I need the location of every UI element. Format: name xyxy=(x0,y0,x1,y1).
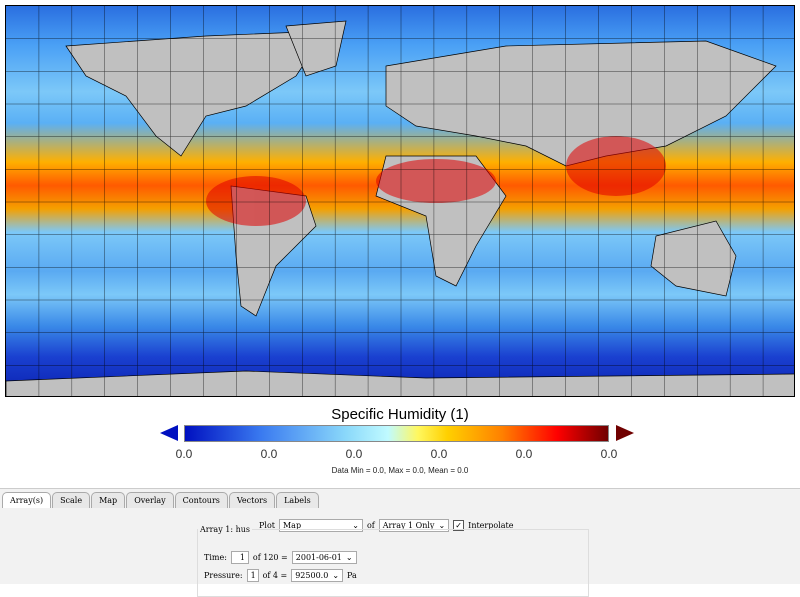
pressure-index-input[interactable]: 1 xyxy=(246,569,259,582)
colorbar-tick: 0.0 xyxy=(430,447,448,461)
chevron-down-icon: ⌄ xyxy=(345,553,353,562)
pressure-value: 92500.0 xyxy=(295,571,329,580)
tab-vectors[interactable]: Vectors xyxy=(228,492,276,508)
colorbar-tick: 0.0 xyxy=(175,447,193,461)
colorbar-high-arrow xyxy=(616,425,634,441)
pressure-unit: Pa xyxy=(347,571,357,580)
tab-labels[interactable]: Labels xyxy=(276,492,319,508)
plot-title: Specific Humidity (1) xyxy=(331,406,469,423)
pressure-of-label: of 4 = xyxy=(262,571,288,580)
data-stats: Data Min = 0.0, Max = 0.0, Mean = 0.0 xyxy=(331,466,469,475)
colorbar-tick: 0.0 xyxy=(515,447,533,461)
chevron-down-icon: ⌄ xyxy=(332,571,340,580)
colorbar-tick: 0.0 xyxy=(260,447,278,461)
tab-arrays[interactable]: Array(s) xyxy=(2,492,52,508)
tab-scale[interactable]: Scale xyxy=(52,492,91,508)
settings-panel: Array(s) Scale Map Overlay Contours Vect… xyxy=(0,488,800,597)
time-select[interactable]: 2001-06-01 ⌄ xyxy=(291,551,357,564)
colorbar-tick: 0.0 xyxy=(345,447,363,461)
graticule xyxy=(6,6,794,396)
tab-contours[interactable]: Contours xyxy=(174,492,228,508)
time-index-input[interactable]: 1 xyxy=(230,551,249,564)
pressure-label: Pressure: xyxy=(204,571,243,580)
colorbar xyxy=(184,425,609,442)
land-masses xyxy=(6,20,794,396)
time-label: Time: xyxy=(204,553,227,562)
map-plot xyxy=(5,5,795,397)
pressure-select[interactable]: 92500.0 ⌄ xyxy=(291,569,344,582)
time-of-label: of 120 = xyxy=(252,553,288,562)
array-group-label: Array 1: hus xyxy=(200,525,250,534)
tab-map[interactable]: Map xyxy=(91,492,126,508)
colorbar-tick: 0.0 xyxy=(600,447,618,461)
time-value: 2001-06-01 xyxy=(295,553,342,562)
tab-overlay[interactable]: Overlay xyxy=(126,492,174,508)
colorbar-low-arrow xyxy=(160,425,178,441)
